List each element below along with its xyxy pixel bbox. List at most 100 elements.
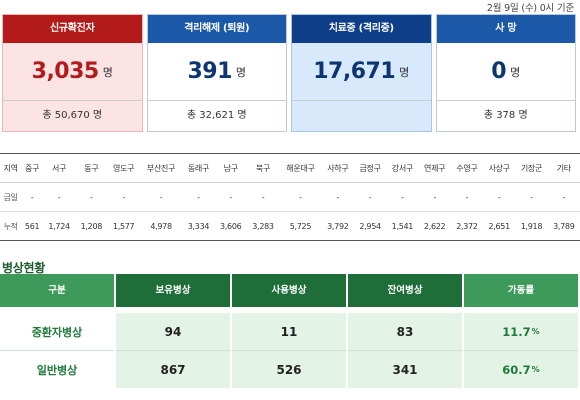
district-today-cell: -: [42, 182, 76, 212]
district-cumulative-row: 누적 561 1,724 1,208 1,577 4,978 3,334 3,606 3,283…: [0, 211, 580, 241]
card-value: 0: [491, 59, 507, 84]
district-header-cell: 사하구: [321, 153, 354, 183]
district-today-cell: -: [450, 182, 484, 212]
bed-rate-number: 11.7: [502, 324, 531, 339]
date-caption: 2월 9일 (수) 0시 기준: [486, 3, 574, 14]
district-today-cell: -: [386, 182, 419, 212]
district-cumulative-cell: 2,651: [483, 211, 516, 241]
district-header-cell: 강서구: [386, 153, 419, 183]
district-cumulative-cell: 3,789: [547, 211, 580, 241]
district-header-cell: 동래구: [182, 153, 215, 183]
district-today-cell: -: [182, 182, 215, 212]
bed-remaining-value: 83: [348, 313, 462, 350]
bed-rate-unit: %: [531, 327, 540, 336]
district-header-cell: 동구: [75, 153, 108, 183]
card-value: 3,035: [31, 59, 100, 84]
district-cumulative-cell: 1,724: [42, 211, 76, 241]
district-today-row: 금일 - - - - - - - - - - - - - - - - -: [0, 182, 580, 212]
card-title: 신규확진자: [3, 15, 142, 43]
card-total: 총 50,670 명: [3, 100, 142, 131]
bed-used-value: 11: [232, 313, 346, 350]
district-header-cell: 수영구: [450, 153, 484, 183]
district-cumulative-cell: 4,978: [139, 211, 183, 241]
bed-used-value: 526: [232, 350, 346, 388]
district-today-cell: -: [321, 182, 354, 212]
district-today-cell: -: [547, 182, 580, 212]
district-cumulative-cell: 1,577: [107, 211, 140, 241]
district-cumulative-cell: 3,283: [246, 211, 280, 241]
district-cumulative-cell: 2,622: [418, 211, 451, 241]
district-cumulative-cell: 2,372: [450, 211, 484, 241]
card-title: 격리해제 (퇴원): [147, 15, 286, 43]
bed-rate-value: 60.7%: [464, 350, 578, 388]
district-cumulative-cell: 1,541: [386, 211, 419, 241]
bed-rate-unit: %: [531, 365, 540, 374]
district-today-cell: -: [418, 182, 451, 212]
district-cumulative-cell: 1,208: [75, 211, 108, 241]
bed-header-category: 구분: [0, 274, 114, 307]
bed-header-rate: 가동률: [464, 274, 578, 307]
card-total: 총 32,621 명: [147, 100, 286, 131]
district-row-label: 누적: [0, 211, 22, 241]
district-cumulative-cell: 3,792: [321, 211, 354, 241]
card-unit: 명: [510, 65, 521, 79]
bed-row-label: 중환자병상: [0, 313, 114, 350]
district-cumulative-cell: 2,954: [353, 211, 387, 241]
card-value: 391: [187, 59, 232, 84]
district-header-cell: 부산진구: [139, 153, 183, 183]
district-header-cell: 기장군: [515, 153, 548, 183]
card-title: 치료중 (격리중): [292, 15, 431, 43]
bed-rate-number: 60.7: [502, 362, 531, 377]
district-cumulative-cell: 561: [21, 211, 43, 241]
district-cumulative-cell: 3,606: [214, 211, 247, 241]
district-header-cell: 연제구: [418, 153, 451, 183]
district-today-cell: -: [279, 182, 322, 212]
district-row-label: 금일: [0, 182, 22, 212]
district-header-cell: 영도구: [107, 153, 140, 183]
bed-rate-value: 11.7%: [464, 313, 578, 350]
district-header-cell: 북구: [246, 153, 280, 183]
card-unit: 명: [102, 65, 113, 79]
district-row-label: 지역: [0, 153, 22, 183]
district-header-cell: 금정구: [353, 153, 387, 183]
district-today-cell: -: [353, 182, 387, 212]
district-today-cell: -: [75, 182, 108, 212]
district-header-cell: 기타: [547, 153, 580, 183]
district-today-cell: -: [107, 182, 140, 212]
bed-header-used: 사용병상: [232, 274, 346, 307]
district-today-cell: -: [139, 182, 183, 212]
district-today-cell: -: [246, 182, 280, 212]
district-table: 지역 중구 서구 동구 영도구 부산진구 동래구 남구 북구 해운대구 사하구 금정구 강서구 연제구 수영…: [0, 153, 580, 241]
bed-header-total: 보유병상: [116, 274, 230, 307]
district-today-cell: -: [483, 182, 516, 212]
district-header-cell: 사상구: [483, 153, 516, 183]
district-header-cell: 중구: [21, 153, 43, 183]
district-header-cell: 남구: [214, 153, 247, 183]
stat-cards: 신규확진자 3,035 명 총 50,670 명 격리해제 (퇴원) 391 명 총…: [2, 14, 576, 132]
card-total: 총 378 명: [436, 100, 575, 131]
card-in-treatment: 치료중 (격리중) 17,671 명: [291, 14, 432, 132]
card-released: 격리해제 (퇴원) 391 명 총 32,621 명: [146, 14, 287, 132]
bed-status-title: 병상현황: [2, 261, 45, 275]
bed-status-table: 구분 보유병상 사용병상 잔여병상 가동률 중환자병상 94 11 83 11.…: [0, 274, 580, 388]
card-new-cases: 신규확진자 3,035 명 총 50,670 명: [2, 14, 143, 132]
district-cumulative-cell: 5,725: [279, 211, 322, 241]
district-header-row: 지역 중구 서구 동구 영도구 부산진구 동래구 남구 북구 해운대구 사하구 금정구 강서구 연제구 수영…: [0, 153, 580, 183]
district-header-cell: 해운대구: [279, 153, 322, 183]
district-today-cell: -: [214, 182, 247, 212]
card-title: 사 망: [436, 15, 575, 43]
bed-header-remaining: 잔여병상: [348, 274, 462, 307]
district-today-cell: -: [515, 182, 548, 212]
district-cumulative-cell: 3,334: [182, 211, 215, 241]
district-cumulative-cell: 1,918: [515, 211, 548, 241]
bed-total-value: 94: [116, 313, 230, 350]
district-today-cell: -: [21, 182, 43, 212]
card-unit: 명: [235, 65, 247, 79]
card-unit: 명: [399, 65, 410, 79]
card-total: [292, 100, 431, 131]
card-value: 17,671: [313, 59, 396, 85]
bed-row-label: 일반병상: [0, 350, 114, 388]
district-header-cell: 서구: [42, 153, 76, 183]
bed-total-value: 867: [116, 350, 230, 388]
